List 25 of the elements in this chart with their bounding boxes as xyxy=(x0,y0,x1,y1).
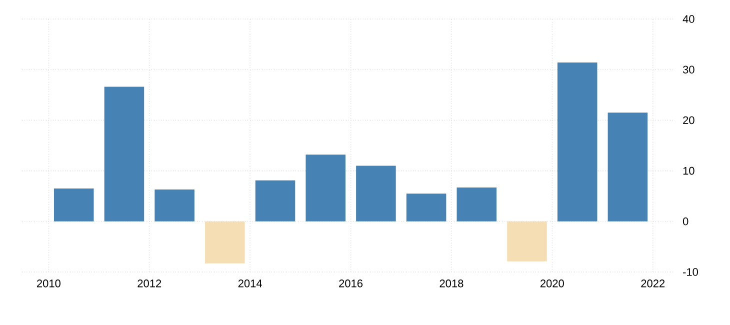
bar xyxy=(608,112,648,222)
y-tick-label: 10 xyxy=(683,166,694,175)
y-tick-label: 0 xyxy=(682,218,688,226)
x-tick-label: 2018 xyxy=(440,280,464,288)
bar xyxy=(104,86,144,222)
x-tick-label: 2022 xyxy=(641,280,665,288)
bar xyxy=(205,221,245,264)
bar xyxy=(507,221,547,262)
x-tick-label: 2010 xyxy=(37,280,60,288)
y-tick-label: 30 xyxy=(682,66,694,74)
x-tick-label: 2014 xyxy=(238,280,262,288)
bar xyxy=(255,180,296,222)
x-tick-label: 2012 xyxy=(138,280,162,288)
bar xyxy=(306,154,346,222)
bar xyxy=(456,188,497,222)
x-tick-label: 2020 xyxy=(540,280,564,288)
y-tick-label: 40 xyxy=(682,15,694,23)
bar xyxy=(406,194,446,222)
bar xyxy=(154,190,194,222)
bar xyxy=(356,166,396,222)
bar xyxy=(54,188,94,222)
y-tick-label: -10 xyxy=(683,268,698,276)
y-tick-label: 20 xyxy=(683,116,694,124)
bar xyxy=(557,62,598,222)
x-tick-label: 2016 xyxy=(339,280,363,288)
